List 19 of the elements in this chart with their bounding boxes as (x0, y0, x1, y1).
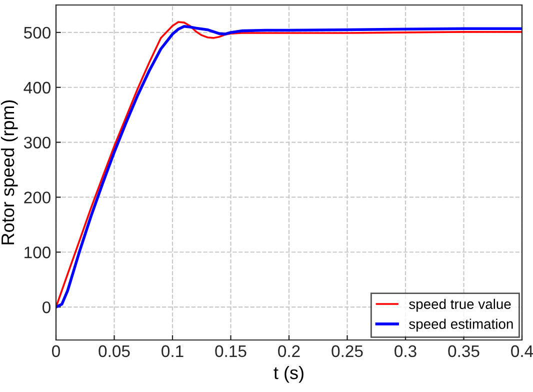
y-tick-label: 100 (24, 246, 50, 258)
x-tick-label: 0.35 (448, 345, 480, 358)
y-tick-label: 300 (24, 136, 50, 148)
x-tick-label: 0.3 (394, 345, 416, 358)
legend-label: speed estimation (409, 318, 513, 332)
x-tick-label: 0.2 (278, 345, 300, 358)
legend-label: speed true value (409, 298, 511, 312)
x-tick-label: 0.05 (98, 345, 130, 358)
x-tick-label: 0.25 (332, 345, 363, 358)
x-axis-title: t (s) (274, 366, 304, 383)
y-tick-label: 200 (24, 192, 50, 204)
y-tick-label: 500 (24, 26, 50, 39)
y-tick-label: 400 (24, 82, 50, 94)
x-tick-label: 0.1 (162, 345, 184, 358)
x-tick-label: 0 (52, 345, 60, 358)
x-tick-label: 0.15 (215, 345, 246, 358)
x-tick-label: 0.4 (511, 345, 533, 358)
y-axis-title: Rotor speed (rpm) (0, 100, 18, 244)
y-tick-label: 0 (42, 301, 50, 314)
